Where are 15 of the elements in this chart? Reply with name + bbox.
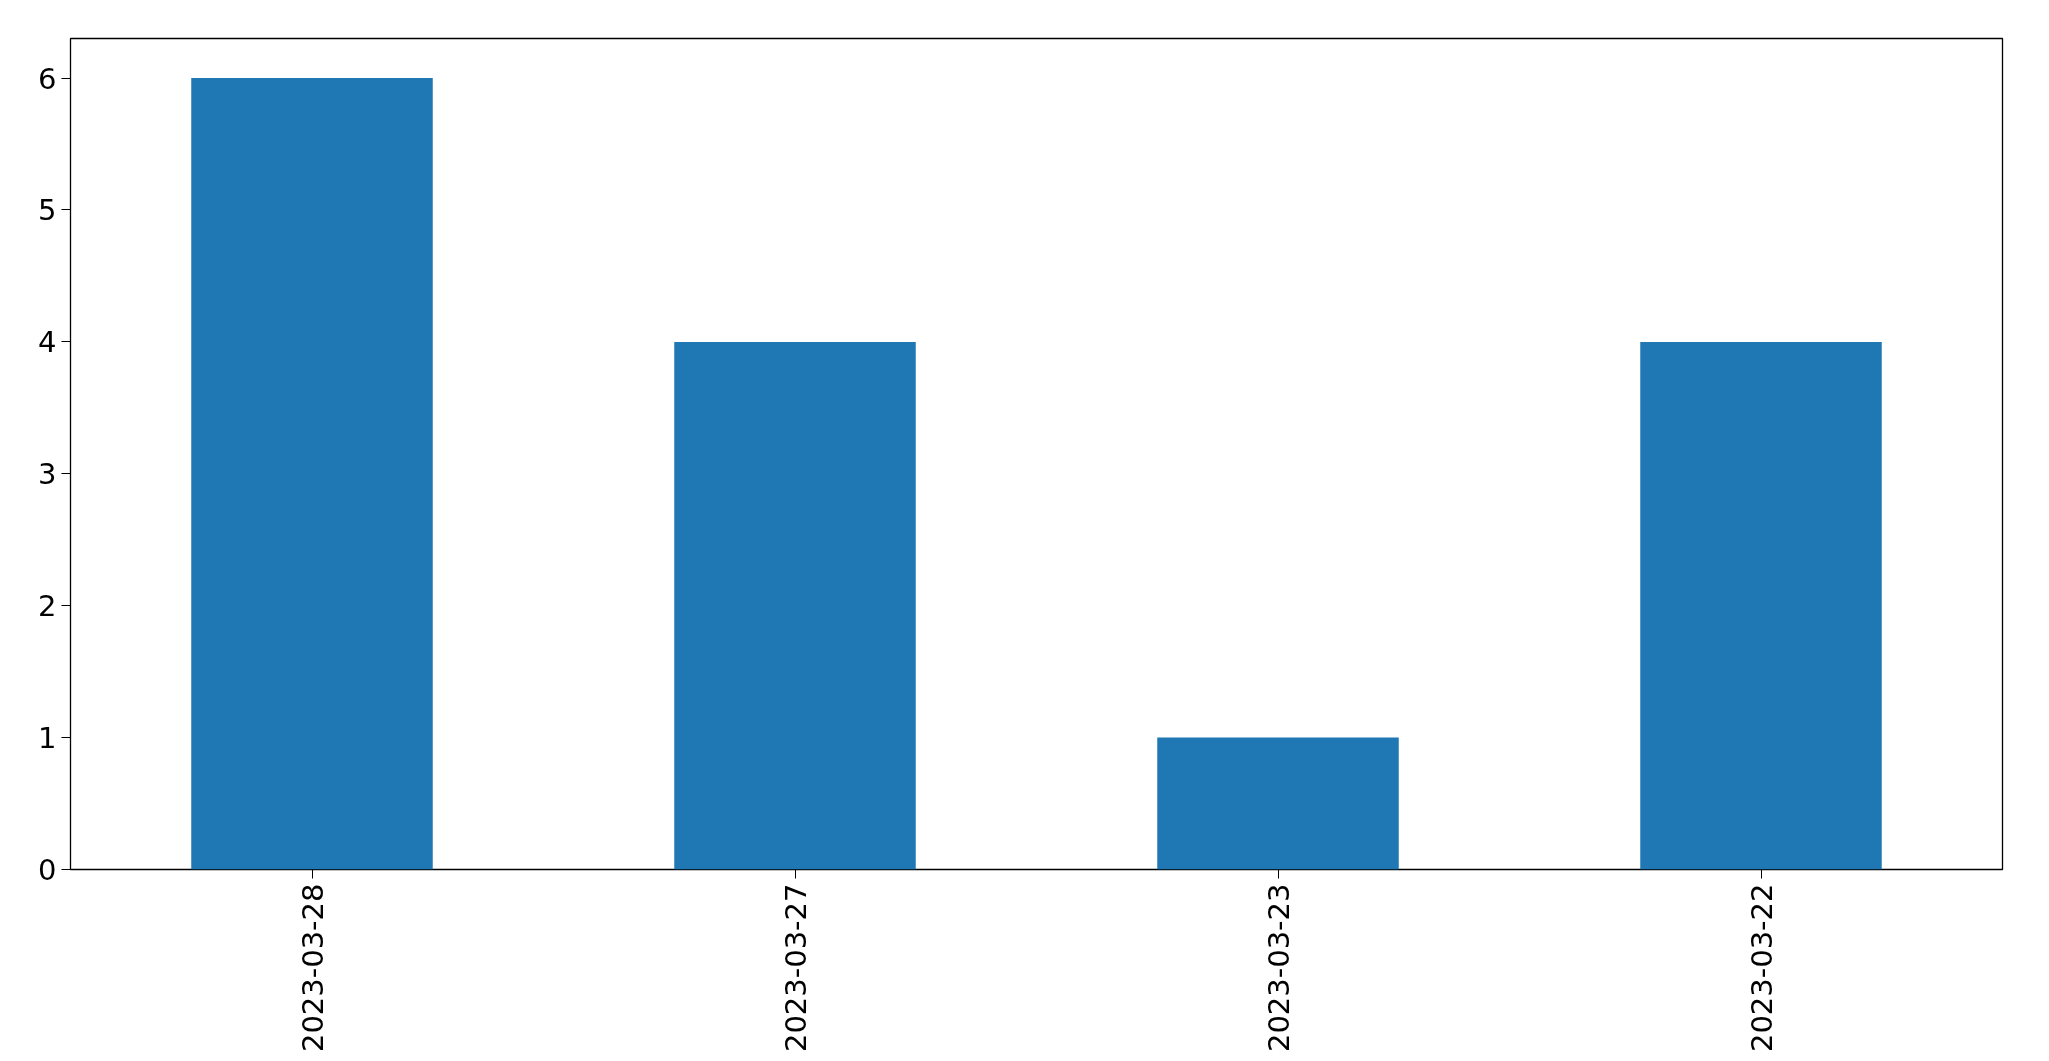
y-tick-label: 1 <box>38 721 57 756</box>
x-tick-label: 2023-03-27 <box>778 883 813 1053</box>
y-tick-label: 2 <box>38 589 57 624</box>
y-tick-label: 3 <box>38 457 57 492</box>
x-tick-label: 2023-03-28 <box>295 883 330 1053</box>
y-tick-label: 4 <box>38 325 57 360</box>
bar <box>1157 737 1399 870</box>
y-tick-label: 0 <box>38 853 57 887</box>
bar <box>1640 341 1882 870</box>
bar <box>191 78 433 870</box>
y-tick-label: 5 <box>38 193 57 228</box>
y-tick-label: 6 <box>38 61 57 96</box>
x-tick-label: 2023-03-22 <box>1744 883 1779 1053</box>
x-tick-label: 2023-03-23 <box>1261 883 1296 1053</box>
bar <box>674 341 916 870</box>
